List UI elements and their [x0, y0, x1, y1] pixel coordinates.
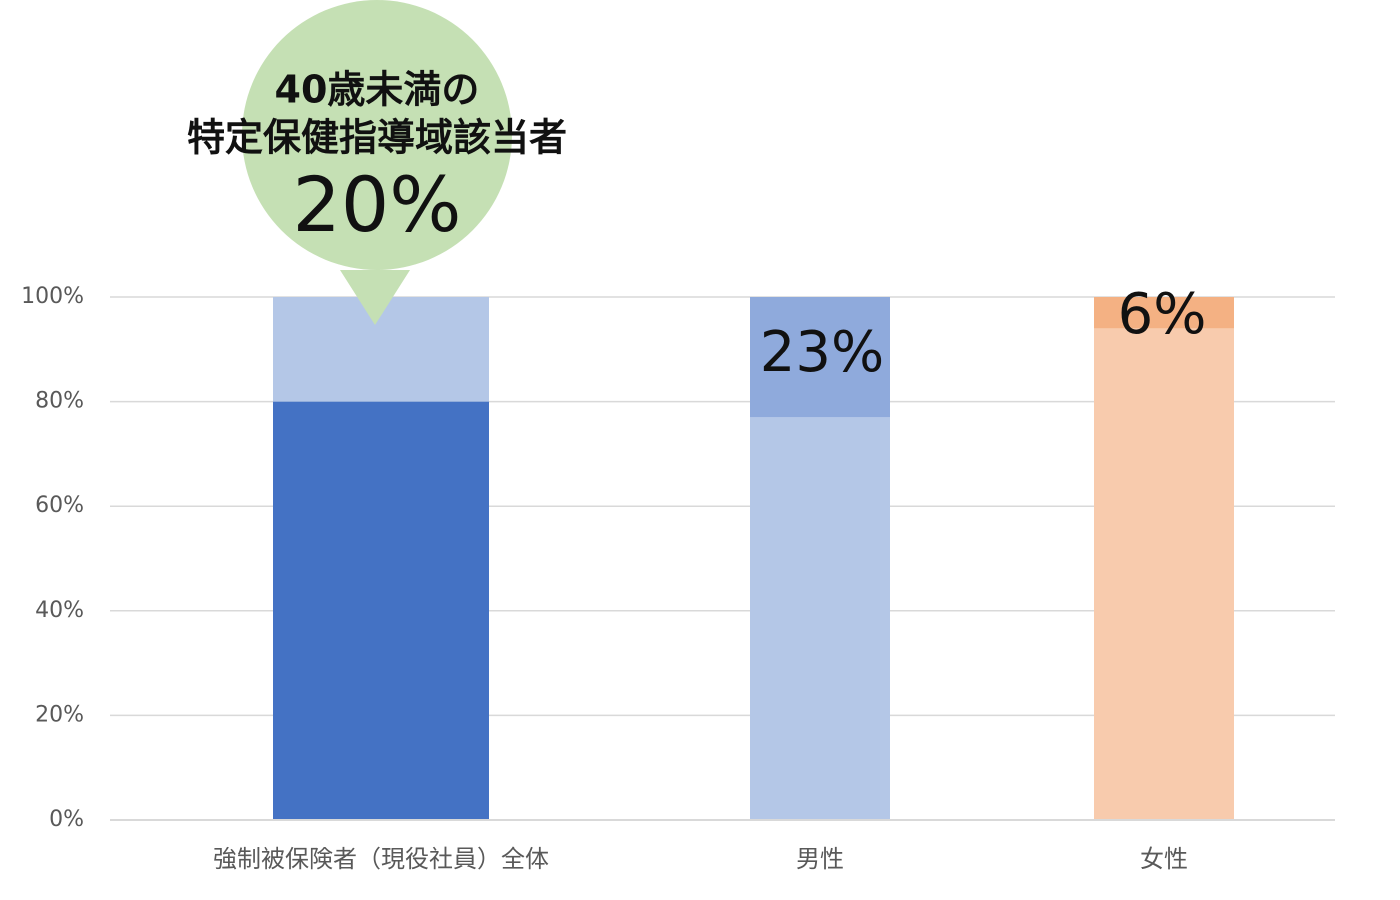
- value-label: 20%: [293, 160, 462, 249]
- bar-segment: [273, 401, 489, 820]
- y-tick-label: 0%: [49, 807, 84, 832]
- callout: [242, 0, 512, 270]
- annotation: 特定保健指導域該当者: [187, 116, 567, 160]
- x-tick-label: 男性: [796, 845, 844, 873]
- bar-segment: [750, 297, 890, 418]
- x-tick-label: 強制被保険者（現役社員）全体: [213, 845, 549, 873]
- y-tick-label: 100%: [21, 284, 84, 309]
- bar-segment: [750, 417, 890, 820]
- bar-segment: [1094, 328, 1234, 820]
- value-label: 6%: [1118, 282, 1207, 347]
- y-tick-label: 20%: [35, 702, 84, 727]
- y-tick-label: 60%: [35, 493, 84, 518]
- y-tick-label: 40%: [35, 598, 84, 623]
- y-tick-label: 80%: [35, 389, 84, 414]
- callout-pointer: [340, 270, 410, 325]
- bar-segment: [1094, 297, 1234, 329]
- annotation: 40歳未満の: [275, 68, 480, 112]
- value-label: 23%: [760, 320, 884, 385]
- x-tick-label: 女性: [1140, 845, 1188, 873]
